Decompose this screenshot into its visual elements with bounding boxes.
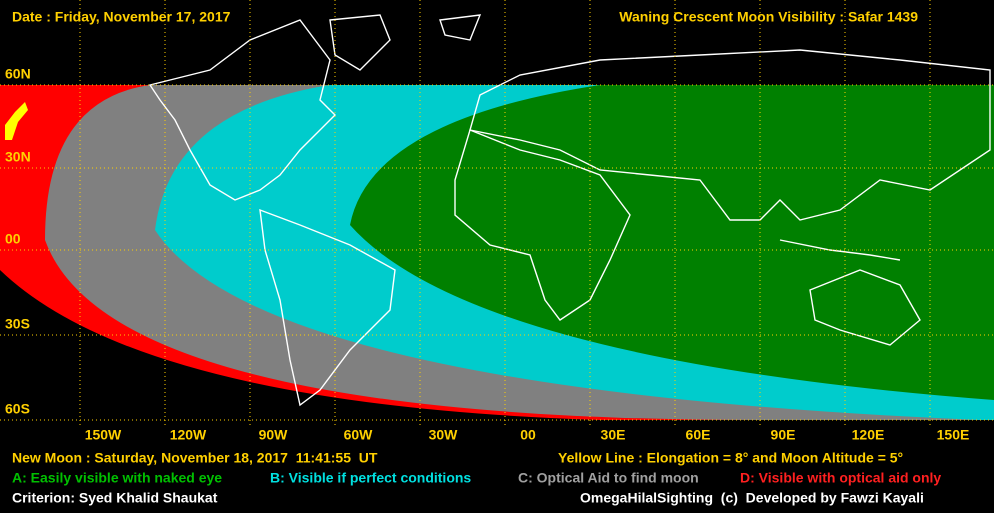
latitude-label: 60N xyxy=(5,66,31,82)
zone-a xyxy=(350,85,994,400)
credit: OmegaHilalSighting (c) Developed by Fawz… xyxy=(580,490,924,506)
coastlines xyxy=(148,14,991,407)
criterion: Criterion: Syed Khalid Shaukat xyxy=(12,490,218,506)
latitude-label: 30S xyxy=(5,316,30,332)
new-moon: New Moon : Saturday, November 18, 2017 1… xyxy=(12,450,378,466)
legend-entry: A: Easily visible with naked eye xyxy=(12,470,222,486)
legend-entry: B: Visible if perfect conditions xyxy=(270,470,471,486)
latitude-label: 00 xyxy=(5,231,21,247)
longitude-label: 30E xyxy=(601,427,626,443)
title: Waning Crescent Moon Visibility : Safar … xyxy=(619,9,918,25)
longitude-label: 120W xyxy=(170,427,207,443)
graticule xyxy=(0,0,994,425)
yellow-line-zone xyxy=(5,102,28,140)
longitude-label: 90E xyxy=(771,427,796,443)
longitude-label: 150W xyxy=(85,427,122,443)
longitude-label: 60W xyxy=(344,427,374,443)
legend-entry: C: Optical Aid to find moon xyxy=(518,470,699,486)
yellow-line-note: Yellow Line : Elongation = 8° and Moon A… xyxy=(558,450,903,466)
labels: Date : Friday, November 17, 2017 Waning … xyxy=(5,9,969,506)
latitude-label: 30N xyxy=(5,149,31,165)
longitude-label: 60E xyxy=(686,427,711,443)
longitude-label: 90W xyxy=(259,427,289,443)
longitude-label: 00 xyxy=(520,427,536,443)
legend-entry: D: Visible with optical aid only xyxy=(740,470,941,486)
date: Date : Friday, November 17, 2017 xyxy=(12,9,231,25)
longitude-label: 30W xyxy=(429,427,459,443)
longitude-label: 120E xyxy=(852,427,885,443)
longitude-label: 150E xyxy=(937,427,970,443)
latitude-label: 60S xyxy=(5,401,30,417)
